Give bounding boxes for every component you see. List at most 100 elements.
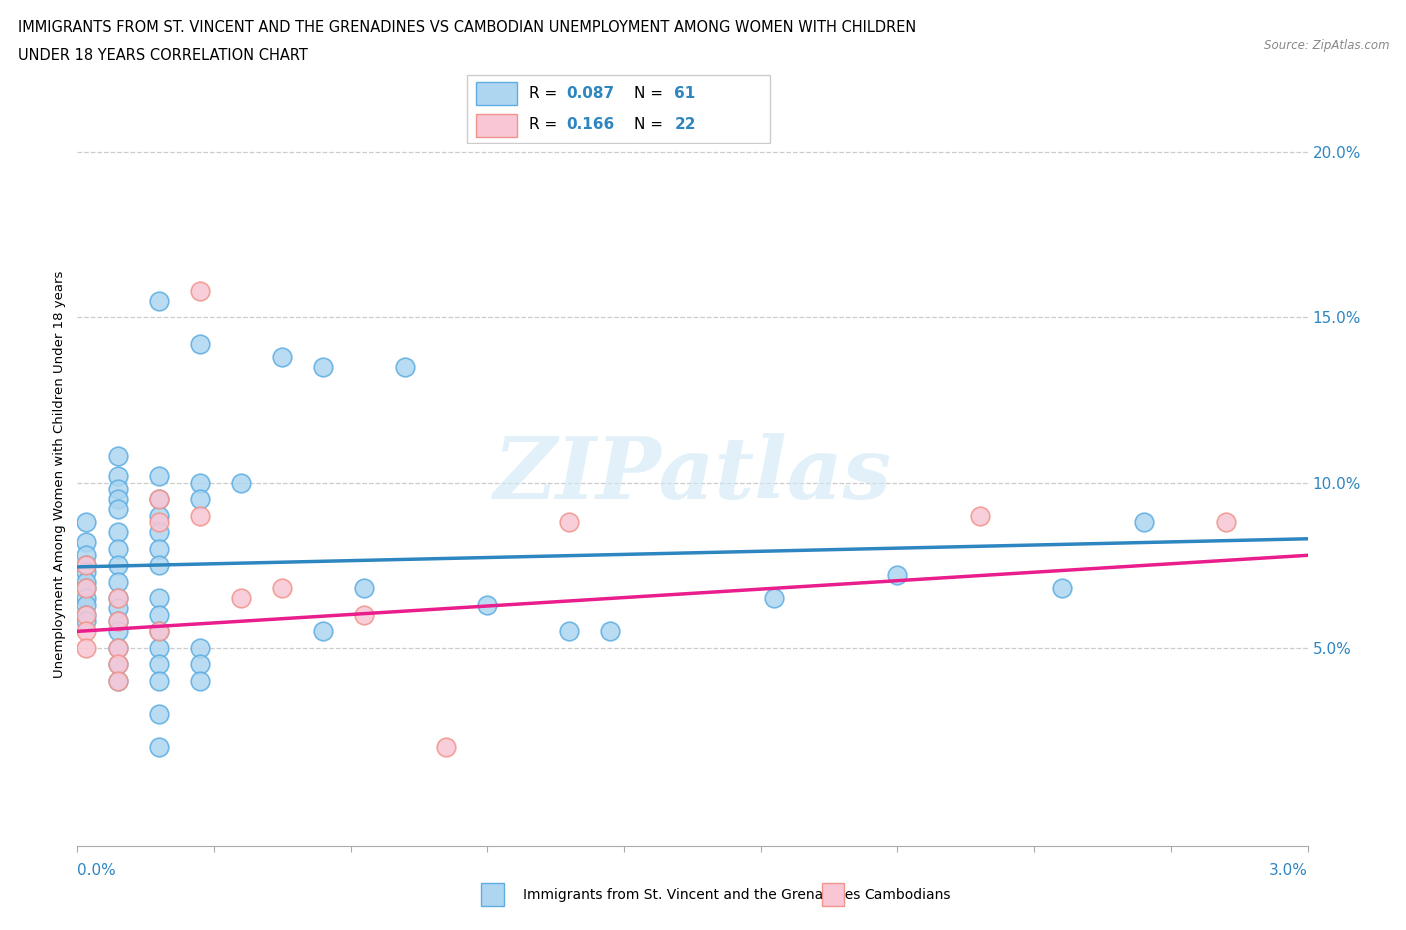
Point bbox=[886, 567, 908, 582]
Point bbox=[558, 624, 581, 639]
Point bbox=[599, 624, 621, 639]
Point bbox=[107, 601, 129, 616]
Text: R =: R = bbox=[529, 86, 557, 101]
Point bbox=[75, 581, 97, 596]
FancyBboxPatch shape bbox=[477, 114, 516, 138]
Text: Source: ZipAtlas.com: Source: ZipAtlas.com bbox=[1264, 39, 1389, 52]
Point bbox=[188, 492, 212, 507]
FancyBboxPatch shape bbox=[477, 82, 516, 105]
Point bbox=[312, 624, 335, 639]
Point bbox=[353, 581, 375, 596]
Point bbox=[477, 597, 499, 612]
Point bbox=[148, 525, 170, 539]
Point bbox=[75, 565, 97, 579]
Point bbox=[1215, 515, 1237, 530]
Point bbox=[107, 614, 129, 629]
FancyBboxPatch shape bbox=[467, 75, 770, 143]
Point bbox=[107, 492, 129, 507]
Point bbox=[188, 657, 212, 671]
Point bbox=[107, 448, 129, 463]
Point bbox=[1050, 581, 1073, 596]
Point bbox=[353, 607, 375, 622]
Point bbox=[75, 558, 97, 573]
Point bbox=[107, 641, 129, 656]
Point bbox=[148, 558, 170, 573]
Point bbox=[107, 641, 129, 656]
Point bbox=[148, 673, 170, 688]
Point bbox=[107, 624, 129, 639]
Point bbox=[148, 515, 170, 530]
Point bbox=[107, 501, 129, 516]
Point bbox=[148, 657, 170, 671]
Point bbox=[148, 624, 170, 639]
Point bbox=[148, 624, 170, 639]
Point bbox=[75, 597, 97, 612]
Point bbox=[188, 337, 212, 352]
Point bbox=[231, 475, 253, 490]
Text: UNDER 18 YEARS CORRELATION CHART: UNDER 18 YEARS CORRELATION CHART bbox=[18, 48, 308, 63]
Text: ZIPatlas: ZIPatlas bbox=[494, 432, 891, 516]
Point bbox=[75, 607, 97, 622]
Point bbox=[75, 558, 97, 573]
Point bbox=[75, 535, 97, 550]
Point bbox=[148, 591, 170, 605]
Point bbox=[75, 548, 97, 563]
Point bbox=[312, 359, 335, 374]
Point bbox=[188, 673, 212, 688]
Point bbox=[148, 469, 170, 484]
Text: Immigrants from St. Vincent and the Grenadines: Immigrants from St. Vincent and the Gren… bbox=[523, 887, 860, 902]
Point bbox=[75, 614, 97, 629]
Point bbox=[148, 707, 170, 722]
Point bbox=[148, 492, 170, 507]
Point bbox=[107, 657, 129, 671]
Point bbox=[558, 515, 581, 530]
Point bbox=[148, 293, 170, 308]
Point bbox=[75, 591, 97, 605]
Point bbox=[107, 525, 129, 539]
Point bbox=[107, 575, 129, 590]
Text: R =: R = bbox=[529, 117, 557, 132]
Point bbox=[148, 607, 170, 622]
Point bbox=[148, 508, 170, 523]
Point bbox=[271, 350, 294, 365]
Text: N =: N = bbox=[634, 86, 664, 101]
Point bbox=[148, 492, 170, 507]
Y-axis label: Unemployment Among Women with Children Under 18 years: Unemployment Among Women with Children U… bbox=[53, 271, 66, 678]
Point bbox=[763, 591, 786, 605]
Point bbox=[107, 673, 129, 688]
Text: 0.0%: 0.0% bbox=[77, 862, 117, 878]
Point bbox=[107, 673, 129, 688]
Point bbox=[148, 739, 170, 754]
Point bbox=[231, 591, 253, 605]
Point bbox=[107, 558, 129, 573]
Point bbox=[107, 482, 129, 497]
Point bbox=[75, 575, 97, 590]
Point bbox=[188, 641, 212, 656]
Point bbox=[436, 739, 458, 754]
Point bbox=[148, 641, 170, 656]
Point bbox=[188, 508, 212, 523]
Point bbox=[75, 515, 97, 530]
Text: 61: 61 bbox=[675, 86, 696, 101]
Point bbox=[107, 614, 129, 629]
Point bbox=[969, 508, 991, 523]
Point bbox=[188, 475, 212, 490]
Point bbox=[394, 359, 416, 374]
Text: IMMIGRANTS FROM ST. VINCENT AND THE GRENADINES VS CAMBODIAN UNEMPLOYMENT AMONG W: IMMIGRANTS FROM ST. VINCENT AND THE GREN… bbox=[18, 20, 917, 35]
Point bbox=[75, 641, 97, 656]
Text: Cambodians: Cambodians bbox=[865, 887, 952, 902]
Text: 3.0%: 3.0% bbox=[1268, 862, 1308, 878]
Point bbox=[1132, 515, 1154, 530]
Text: 0.087: 0.087 bbox=[567, 86, 614, 101]
Text: N =: N = bbox=[634, 117, 664, 132]
Point bbox=[107, 591, 129, 605]
Point bbox=[271, 581, 294, 596]
Point bbox=[107, 541, 129, 556]
Text: 22: 22 bbox=[675, 117, 696, 132]
Point bbox=[148, 541, 170, 556]
Point bbox=[107, 591, 129, 605]
Point bbox=[107, 469, 129, 484]
Point bbox=[75, 581, 97, 596]
Point bbox=[75, 607, 97, 622]
Point bbox=[188, 284, 212, 299]
